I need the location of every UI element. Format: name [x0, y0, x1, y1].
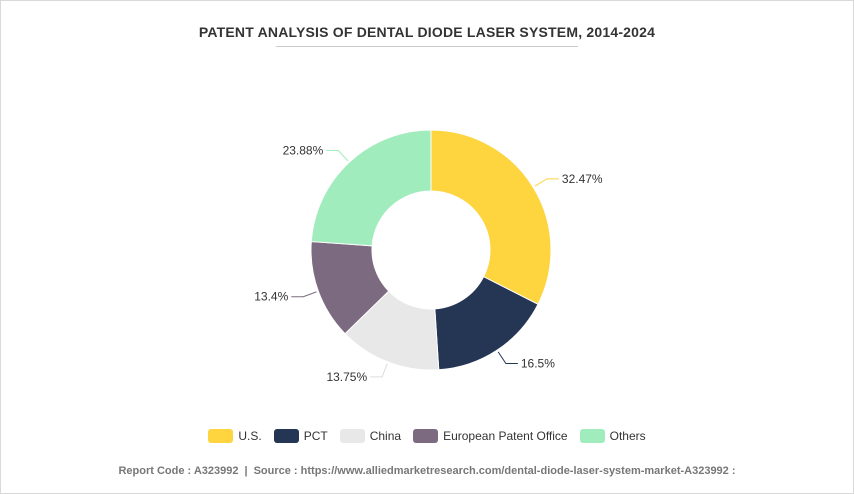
legend-item-us[interactable]: U.S. [208, 429, 262, 443]
legend-swatch [273, 429, 299, 443]
value-label-china: 13.75% [326, 370, 367, 384]
legend-swatch [339, 429, 365, 443]
legend-item-others[interactable]: Others [579, 429, 646, 443]
donut-slice-us[interactable] [430, 129, 552, 305]
donut-slices [310, 129, 552, 371]
report-code: Report Code : A323992 [118, 465, 239, 477]
leader-line-pct [497, 351, 518, 365]
legend-label: European Patent Office [443, 429, 568, 443]
value-label-european-patent-office: 13.4% [254, 290, 288, 304]
chart-title: PATENT ANALYSIS OF DENTAL DIODE LASER SY… [198, 24, 656, 40]
legend-swatch [413, 429, 439, 443]
value-labels: 32.47% 16.5% 13.75% 13.4% 23.88% [254, 144, 603, 384]
source-footer: Report Code : A323992 | Source : https://w… [0, 465, 854, 477]
source-link[interactable]: Source : https://www.alliedmarketresearc… [253, 465, 736, 477]
legend-item-china[interactable]: China [339, 429, 402, 443]
legend-item-pct[interactable]: PCT [273, 429, 328, 443]
label-leader-lines [291, 150, 559, 378]
legend-item-european-patent-office[interactable]: European Patent Office [413, 429, 568, 443]
leader-line-others [326, 150, 349, 162]
legend-swatch [208, 429, 234, 443]
leader-line-us [534, 178, 559, 187]
legend-label: Others [609, 429, 646, 443]
leader-line-european-patent-office [291, 291, 317, 298]
legend-label: PCT [303, 429, 328, 443]
value-label-others: 23.88% [283, 144, 324, 158]
chart-legend: U.S. PCT China European Patent Office Ot… [0, 429, 854, 443]
legend-label: U.S. [238, 429, 262, 443]
footer-separator: | [244, 465, 248, 477]
value-label-us: 32.47% [562, 172, 603, 186]
legend-label: China [369, 429, 402, 443]
value-label-pct: 16.5% [521, 357, 555, 371]
legend-swatch [579, 429, 605, 443]
leader-line-china [370, 363, 388, 378]
title-underline [276, 46, 578, 47]
donut-slice-others[interactable] [310, 129, 432, 247]
